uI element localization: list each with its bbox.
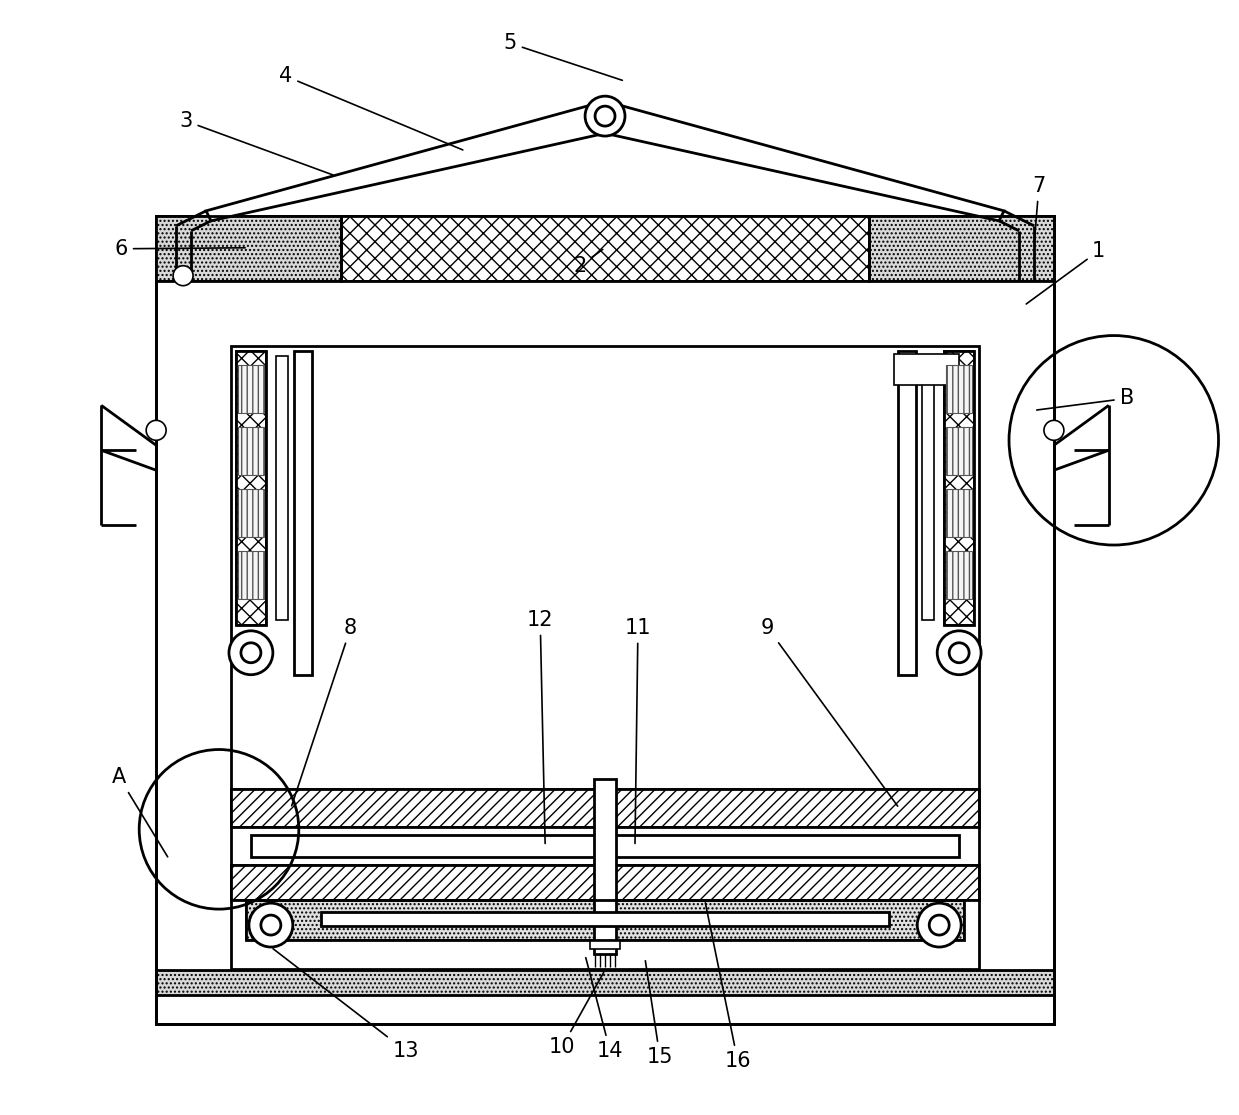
- Bar: [341, 216, 870, 281]
- Bar: [341, 216, 870, 281]
- Bar: [944, 350, 974, 624]
- Circle shape: [261, 915, 281, 935]
- Bar: [238, 366, 264, 414]
- Circle shape: [249, 903, 292, 947]
- Text: 5: 5: [503, 33, 622, 80]
- Bar: [156, 216, 1054, 1024]
- Bar: [245, 900, 964, 940]
- Bar: [238, 551, 264, 599]
- Bar: [238, 427, 264, 475]
- Text: B: B: [1037, 388, 1134, 410]
- Bar: [230, 865, 979, 900]
- Bar: [230, 346, 979, 969]
- Text: 12: 12: [527, 610, 554, 844]
- Circle shape: [229, 631, 273, 675]
- Circle shape: [585, 96, 624, 136]
- Text: 15: 15: [646, 961, 673, 1067]
- Text: 14: 14: [586, 958, 623, 1060]
- Text: 11: 11: [624, 618, 652, 844]
- Bar: [593, 779, 616, 954]
- Bar: [895, 353, 959, 386]
- Circle shape: [240, 642, 261, 662]
- Text: 4: 4: [279, 66, 463, 149]
- Text: 1: 1: [1026, 241, 1105, 304]
- Bar: [156, 216, 1054, 1024]
- Text: 10: 10: [549, 972, 603, 1057]
- Circle shape: [949, 642, 969, 662]
- Circle shape: [929, 915, 949, 935]
- Polygon shape: [206, 101, 615, 221]
- Bar: [944, 350, 974, 624]
- Circle shape: [595, 106, 615, 126]
- Polygon shape: [595, 101, 1004, 221]
- Bar: [947, 551, 973, 599]
- Bar: [947, 489, 973, 537]
- Circle shape: [937, 631, 981, 675]
- Text: 6: 6: [114, 239, 245, 259]
- Bar: [235, 350, 266, 624]
- Text: A: A: [112, 767, 167, 856]
- Text: 8: 8: [291, 618, 357, 806]
- Bar: [870, 216, 1054, 281]
- Bar: [870, 216, 1054, 281]
- Text: 13: 13: [273, 949, 419, 1060]
- Bar: [230, 789, 979, 827]
- Bar: [321, 912, 890, 927]
- Bar: [245, 900, 964, 940]
- Bar: [252, 835, 959, 857]
- Bar: [922, 356, 934, 620]
- Bar: [230, 865, 979, 900]
- Bar: [947, 427, 973, 475]
- Text: 2: 2: [574, 250, 603, 275]
- Circle shape: [917, 903, 961, 947]
- Text: 7: 7: [1032, 176, 1046, 243]
- Bar: [156, 216, 341, 281]
- Bar: [156, 216, 1054, 1024]
- Bar: [238, 489, 264, 537]
- Bar: [590, 941, 620, 949]
- Bar: [294, 350, 312, 675]
- Text: 16: 16: [705, 903, 751, 1070]
- Bar: [898, 350, 917, 675]
- Circle shape: [1044, 420, 1064, 440]
- Bar: [235, 350, 266, 624]
- Text: 9: 9: [761, 618, 898, 806]
- Circle shape: [146, 420, 166, 440]
- Bar: [276, 356, 287, 620]
- Text: 3: 3: [180, 112, 333, 175]
- Bar: [156, 216, 341, 281]
- Bar: [156, 970, 1054, 995]
- Bar: [947, 366, 973, 414]
- Bar: [156, 970, 1054, 995]
- Circle shape: [173, 265, 193, 285]
- Bar: [230, 789, 979, 827]
